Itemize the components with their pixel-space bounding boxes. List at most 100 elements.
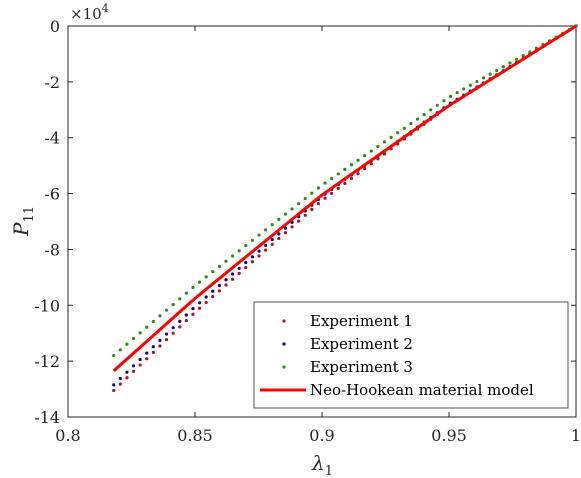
series-point <box>283 226 288 230</box>
series-point <box>151 319 155 324</box>
series-point <box>145 357 149 361</box>
series-point <box>514 57 519 61</box>
series-point <box>415 117 420 121</box>
series-point <box>363 154 367 158</box>
x-tick-label: 0.8 <box>55 426 80 445</box>
series-point <box>125 342 129 346</box>
y-tick-label: -2 <box>44 73 60 92</box>
series-point <box>277 236 281 241</box>
series-point <box>244 265 248 270</box>
series-point <box>382 140 387 144</box>
series-point <box>270 238 274 242</box>
series-point <box>422 112 426 117</box>
series-point <box>290 207 294 211</box>
legend-marker-experiment-3 <box>282 365 286 369</box>
series-point <box>184 318 188 323</box>
series-point <box>237 271 241 275</box>
series-point <box>389 135 393 139</box>
series-point <box>138 331 142 335</box>
series-point <box>112 388 116 393</box>
series-point <box>475 79 479 84</box>
legend-label-experiment-3: Experiment 3 <box>310 358 413 376</box>
legend-marker-experiment-2 <box>282 342 286 346</box>
series-point <box>164 308 169 312</box>
series-point <box>171 326 175 330</box>
series-point <box>448 94 453 98</box>
y-axis-title: P11 <box>9 206 37 237</box>
series-point <box>131 364 136 368</box>
series-point <box>349 163 354 167</box>
series-point <box>369 162 373 166</box>
series-point <box>250 255 254 259</box>
series-point <box>125 370 129 374</box>
legend-label-experiment-1: Experiment 1 <box>310 312 413 330</box>
series-point <box>151 345 155 349</box>
series-point <box>429 108 433 112</box>
series-point <box>191 307 195 311</box>
series-point <box>230 272 235 276</box>
series-point <box>264 243 268 247</box>
series-point <box>316 202 321 206</box>
x-tick-label: 1 <box>571 426 581 445</box>
series-point <box>171 331 175 335</box>
y-tick-label: -4 <box>44 129 60 148</box>
series-point <box>356 171 360 176</box>
series-point <box>125 376 129 380</box>
x-tick-label: 0.95 <box>431 426 467 445</box>
series-point <box>343 181 347 186</box>
x-axis-title: λ1 <box>311 451 333 478</box>
series-point <box>118 348 122 352</box>
series-point <box>158 314 162 318</box>
series-point <box>138 363 142 367</box>
series-point <box>402 126 406 130</box>
series-dots-experiment-3 <box>112 24 578 358</box>
series-point <box>197 301 202 305</box>
series-point <box>481 76 486 80</box>
series-point <box>257 233 261 237</box>
series-point <box>277 217 281 221</box>
series-line-neo-hookean <box>112 24 577 373</box>
series-point <box>230 277 235 281</box>
series-point <box>211 289 215 293</box>
series-point <box>442 99 446 103</box>
series-point <box>151 350 155 354</box>
series-point <box>197 306 202 310</box>
series-point <box>297 202 301 206</box>
series-point <box>283 231 288 235</box>
series-point <box>495 68 499 73</box>
x-tick-label: 0.9 <box>309 426 334 445</box>
series-point <box>244 260 248 265</box>
series-point <box>171 302 175 307</box>
series-point <box>521 54 525 58</box>
y-tick-label: 0 <box>50 17 60 36</box>
series-point <box>138 357 142 362</box>
series-point <box>264 228 268 232</box>
series-point <box>191 285 195 290</box>
series-point <box>184 291 188 295</box>
series-point <box>349 176 354 181</box>
series-point <box>435 103 439 107</box>
series-point <box>323 181 327 185</box>
series-point <box>230 254 235 258</box>
series-point <box>112 383 116 387</box>
series-point <box>197 280 202 284</box>
series-point <box>310 207 314 212</box>
series-point <box>158 338 162 343</box>
series-point <box>224 259 228 263</box>
series-point <box>290 225 294 229</box>
series-point <box>336 172 340 176</box>
series-point <box>131 336 136 341</box>
legend-label-neo-hookean: Neo-Hookean material model <box>310 381 534 399</box>
series-point <box>250 260 254 264</box>
series-point <box>376 144 380 149</box>
series-point <box>178 319 182 323</box>
series-point <box>211 270 215 274</box>
legend-marker-experiment-1 <box>282 319 286 323</box>
series-point <box>204 275 208 279</box>
series-point <box>204 295 208 299</box>
y-tick-label: -6 <box>44 185 60 204</box>
series-point <box>488 72 492 76</box>
series-point <box>283 212 288 216</box>
series-point <box>158 344 162 348</box>
